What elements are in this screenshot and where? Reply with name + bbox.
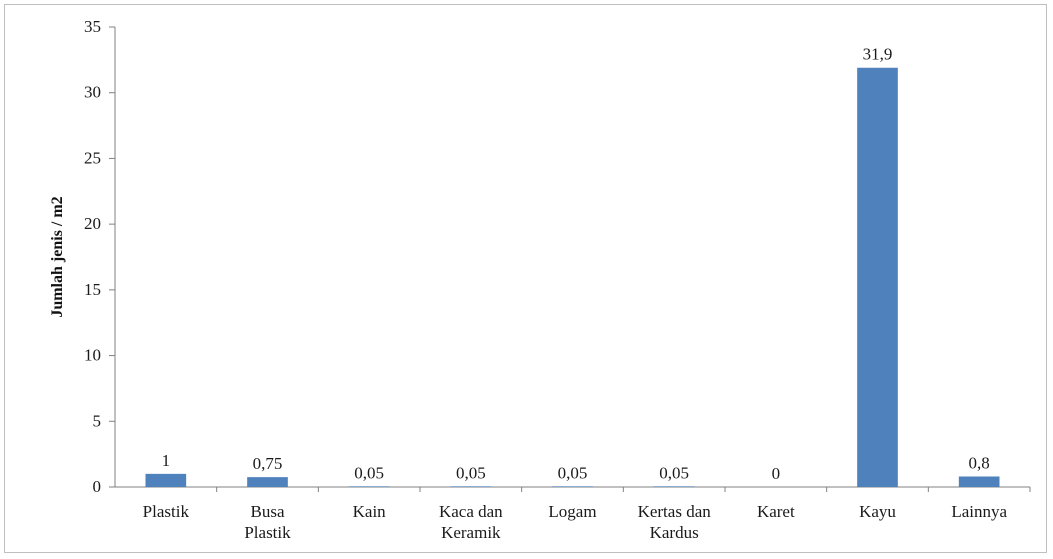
bar — [145, 473, 187, 487]
bar — [348, 486, 390, 487]
y-tick-label: 30 — [84, 83, 101, 102]
y-tick-label: 0 — [93, 477, 102, 496]
bar — [958, 476, 1000, 487]
y-tick-label: 25 — [84, 148, 101, 167]
bar — [857, 67, 898, 487]
y-tick-label: 15 — [84, 280, 101, 299]
y-tick-label: 5 — [93, 411, 102, 430]
data-label: 0,05 — [659, 463, 689, 482]
x-category-label: Busa — [251, 502, 285, 521]
bar — [653, 486, 695, 487]
y-tick-label: 10 — [84, 346, 101, 365]
x-category-label: Logam — [548, 502, 596, 521]
bar — [450, 486, 492, 487]
x-category-label: Kaca dan — [439, 502, 503, 521]
x-category-label: Keramik — [441, 523, 501, 542]
x-category-label: Karet — [757, 502, 795, 521]
data-label: 0,05 — [558, 463, 588, 482]
y-axis-title: Jumlah jenis / m2 — [49, 196, 66, 317]
x-category-label: Kertas dan — [638, 502, 712, 521]
x-category-label: Plastik — [143, 502, 190, 521]
data-label: 1 — [162, 451, 171, 470]
bar — [552, 486, 593, 487]
x-category-label: Kain — [353, 502, 387, 521]
x-category-label: Kardus — [650, 523, 699, 542]
data-label: 0,75 — [253, 454, 283, 473]
data-label: 0,05 — [456, 463, 486, 482]
x-category-label: Lainnya — [951, 502, 1007, 521]
x-category-label: Kayu — [859, 502, 896, 521]
y-tick-label: 20 — [84, 214, 101, 233]
x-category-label: Plastik — [244, 523, 291, 542]
data-label: 0 — [772, 464, 781, 483]
data-label: 31,9 — [863, 45, 893, 64]
data-label: 0,8 — [969, 453, 990, 472]
data-label: 0,05 — [354, 463, 384, 482]
bar — [247, 477, 288, 487]
y-tick-label: 35 — [84, 17, 101, 36]
